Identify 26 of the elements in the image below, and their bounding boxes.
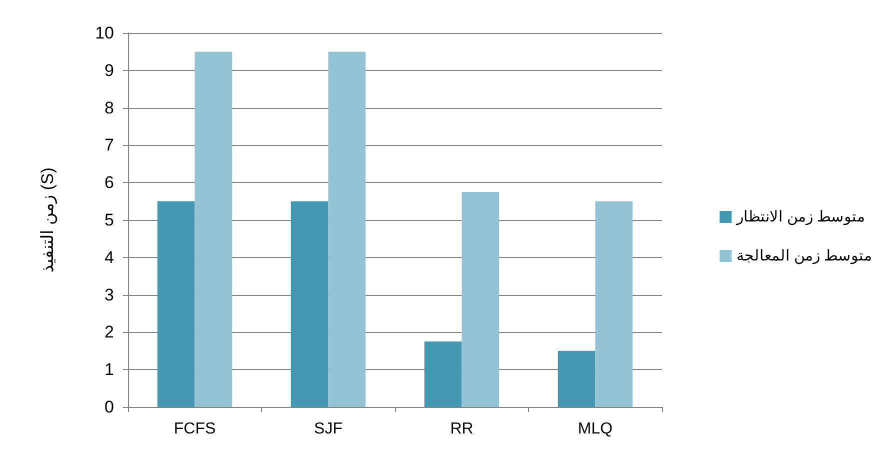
x-tick-label: FCFS [174, 420, 216, 438]
y-tick-label: 0 [104, 398, 114, 416]
y-tick-label: 10 [95, 24, 114, 42]
y-axis-title: زمن التنفيذ (S) [38, 167, 58, 273]
bar [194, 52, 232, 407]
bar [157, 201, 195, 407]
bar [290, 201, 328, 407]
legend-label: متوسط زمن الانتظار [736, 208, 866, 226]
y-tick-label: 5 [104, 210, 114, 230]
bar [595, 201, 633, 407]
x-tick-label: MLQ [578, 420, 613, 438]
y-tick-label: 8 [104, 98, 114, 118]
bar [328, 52, 366, 407]
bar [558, 350, 596, 407]
y-tick-label: 4 [104, 248, 114, 267]
y-tick-label: 1 [104, 360, 114, 380]
x-tick-label: RR [450, 420, 474, 438]
bar [462, 192, 500, 407]
bar [424, 342, 462, 407]
x-tick-label: SJF [314, 420, 343, 438]
y-tick-label: 6 [104, 173, 114, 192]
y-tick-label: 7 [104, 136, 114, 155]
y-tick-label: 3 [104, 285, 114, 304]
y-tick-label: 2 [104, 322, 114, 342]
y-tick-label: 9 [104, 60, 114, 80]
legend-label: متوسط زمن المعالجة [736, 248, 872, 264]
